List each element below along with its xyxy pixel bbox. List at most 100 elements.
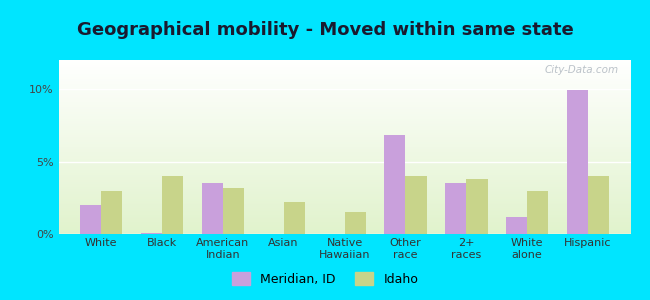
Bar [162, 176, 183, 234]
Bar [58, 105, 630, 107]
Bar [406, 176, 426, 234]
Bar [80, 205, 101, 234]
Bar [58, 220, 630, 222]
Bar [58, 65, 630, 67]
Bar [58, 225, 630, 227]
Bar [58, 192, 630, 194]
Bar [58, 158, 630, 159]
Bar [58, 173, 630, 175]
Bar [58, 187, 630, 189]
Bar [58, 117, 630, 119]
Bar [588, 176, 609, 234]
Bar [58, 168, 630, 170]
Bar [58, 103, 630, 105]
Bar [58, 74, 630, 76]
Bar [58, 79, 630, 81]
Bar [58, 67, 630, 69]
Bar [58, 196, 630, 197]
Bar [58, 161, 630, 163]
Bar [58, 98, 630, 100]
Bar [58, 177, 630, 178]
Bar [58, 136, 630, 138]
Bar [283, 202, 305, 234]
Bar [58, 163, 630, 164]
Bar [58, 194, 630, 196]
Bar [58, 91, 630, 93]
Bar [58, 124, 630, 126]
Bar [58, 197, 630, 199]
Bar [58, 156, 630, 158]
Bar [58, 218, 630, 220]
Bar [58, 143, 630, 145]
Bar [58, 232, 630, 234]
Bar [58, 116, 630, 117]
Bar [58, 204, 630, 206]
Bar [58, 97, 630, 98]
Bar [58, 114, 630, 116]
Bar [58, 222, 630, 224]
Legend: Meridian, ID, Idaho: Meridian, ID, Idaho [227, 267, 423, 291]
Bar [384, 135, 406, 234]
Bar [58, 212, 630, 213]
Bar [58, 112, 630, 114]
Bar [101, 190, 122, 234]
Bar [58, 169, 630, 171]
Bar [466, 179, 488, 234]
Bar [58, 178, 630, 180]
Bar [58, 190, 630, 192]
Bar [58, 128, 630, 130]
Bar [445, 183, 466, 234]
Bar [527, 190, 549, 234]
Bar [58, 147, 630, 149]
Bar [58, 164, 630, 166]
Bar [58, 189, 630, 190]
Bar [58, 64, 630, 65]
Bar [58, 142, 630, 143]
Bar [58, 130, 630, 131]
Bar [58, 171, 630, 173]
Bar [58, 175, 630, 177]
Bar [58, 131, 630, 133]
Bar [58, 182, 630, 184]
Bar [58, 88, 630, 90]
Bar [58, 138, 630, 140]
Bar [58, 151, 630, 152]
Bar [140, 232, 162, 234]
Bar [58, 229, 630, 230]
Bar [58, 110, 630, 112]
Bar [58, 126, 630, 128]
Bar [58, 184, 630, 185]
Bar [58, 180, 630, 182]
Bar [58, 185, 630, 187]
Bar [58, 107, 630, 109]
Bar [58, 69, 630, 70]
Text: City-Data.com: City-Data.com [545, 65, 619, 75]
Bar [58, 81, 630, 82]
Bar [58, 60, 630, 62]
Bar [202, 183, 223, 234]
Bar [58, 72, 630, 74]
Bar [58, 199, 630, 201]
Bar [58, 152, 630, 154]
Text: Geographical mobility - Moved within same state: Geographical mobility - Moved within sam… [77, 21, 573, 39]
Bar [58, 86, 630, 88]
Bar [58, 76, 630, 77]
Bar [344, 212, 366, 234]
Bar [58, 230, 630, 232]
Bar [58, 121, 630, 123]
Bar [58, 133, 630, 135]
Bar [58, 135, 630, 137]
Bar [58, 145, 630, 147]
Bar [58, 149, 630, 151]
Bar [58, 206, 630, 208]
Bar [58, 102, 630, 103]
Bar [58, 82, 630, 84]
Bar [58, 90, 630, 91]
Bar [58, 119, 630, 121]
Bar [58, 201, 630, 203]
Bar [58, 84, 630, 86]
Bar [506, 217, 527, 234]
Bar [223, 188, 244, 234]
Bar [58, 109, 630, 110]
Bar [58, 203, 630, 204]
